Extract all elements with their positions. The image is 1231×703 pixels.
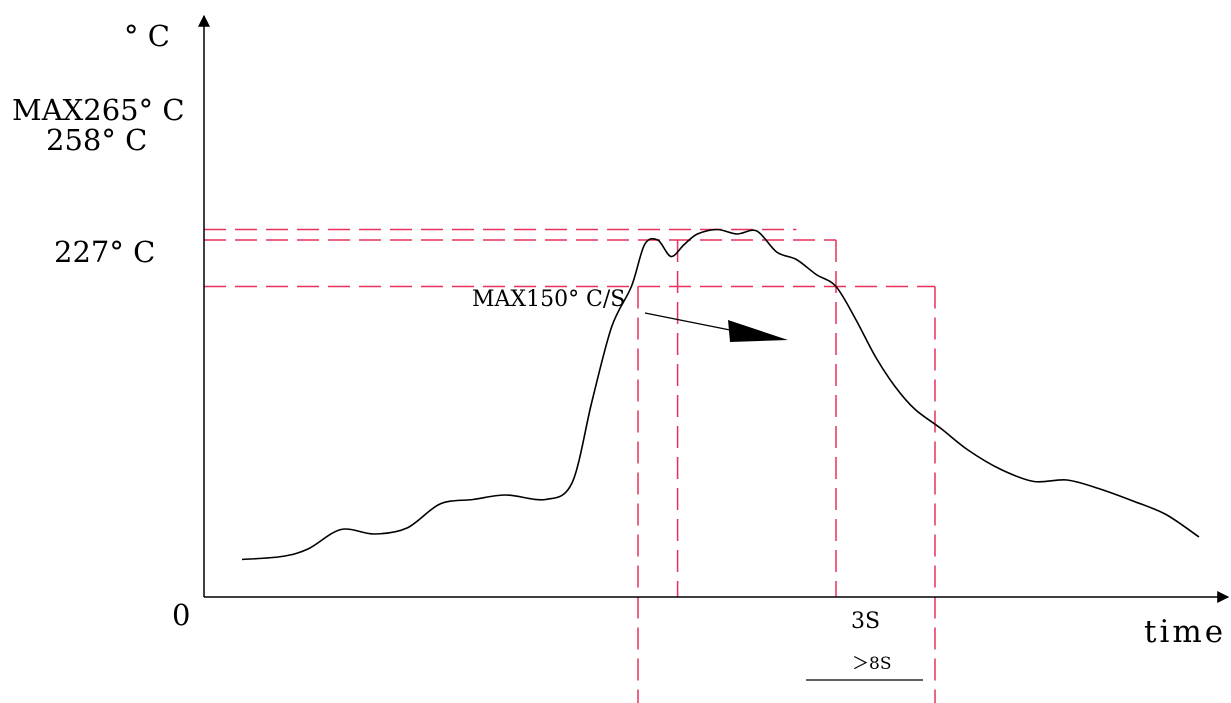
dwell-3s-label: 3S xyxy=(851,609,880,634)
dwell-8s-label: ＞8S xyxy=(852,654,891,674)
y-tick-label-227: 227° C xyxy=(54,235,155,269)
y-axis-label: ° C xyxy=(124,19,170,53)
x-axis-label: time xyxy=(1144,614,1226,650)
slope-arrowhead xyxy=(728,320,788,342)
slope-annotation: MAX150° C/S xyxy=(472,287,625,312)
temperature-curve xyxy=(241,228,1200,561)
y-tick-label-258: 258° C xyxy=(46,123,147,157)
slope-leader-line xyxy=(644,312,736,332)
y-tick-label-265: MAX265° C xyxy=(12,93,185,127)
reference-lines xyxy=(204,228,936,703)
origin-label: 0 xyxy=(172,598,190,632)
